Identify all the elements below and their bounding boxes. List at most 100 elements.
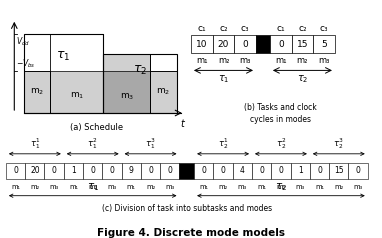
Bar bbox=[141, 163, 160, 179]
Text: m₂: m₂ bbox=[218, 56, 229, 65]
Bar bbox=[270, 35, 291, 53]
Text: c₁: c₁ bbox=[197, 25, 206, 33]
Text: 0: 0 bbox=[278, 40, 284, 49]
Bar bbox=[233, 163, 252, 179]
Text: c₃: c₃ bbox=[320, 25, 329, 33]
Text: 0: 0 bbox=[110, 166, 115, 175]
Text: (a) Schedule: (a) Schedule bbox=[70, 123, 123, 132]
Text: m₂: m₂ bbox=[219, 184, 228, 190]
Text: 10: 10 bbox=[196, 40, 207, 49]
Bar bbox=[104, 54, 150, 71]
Text: m₃: m₃ bbox=[165, 184, 175, 190]
Bar bbox=[214, 163, 233, 179]
Text: 0: 0 bbox=[52, 166, 57, 175]
Bar bbox=[271, 163, 291, 179]
Text: m₂: m₂ bbox=[88, 184, 97, 190]
Bar bbox=[121, 163, 141, 179]
Text: $\mathrm{m_2}$: $\mathrm{m_2}$ bbox=[30, 87, 44, 97]
Text: m₃: m₃ bbox=[318, 56, 330, 65]
Bar bbox=[329, 163, 348, 179]
Text: m₂: m₂ bbox=[334, 184, 343, 190]
Text: $\mathrm{m_1}$: $\mathrm{m_1}$ bbox=[70, 90, 84, 101]
Text: $-V_{bs}$: $-V_{bs}$ bbox=[16, 58, 36, 70]
Text: $\mathrm{m_3}$: $\mathrm{m_3}$ bbox=[120, 91, 134, 102]
Text: $\tau_2$: $\tau_2$ bbox=[133, 64, 147, 77]
Text: c₃: c₃ bbox=[241, 25, 249, 33]
Text: 0: 0 bbox=[259, 166, 264, 175]
Text: 20: 20 bbox=[30, 166, 40, 175]
Text: 0: 0 bbox=[167, 166, 172, 175]
Text: m₃: m₃ bbox=[353, 184, 363, 190]
Text: m₁: m₁ bbox=[127, 184, 136, 190]
Text: (c) Division of task into subtasks and modes: (c) Division of task into subtasks and m… bbox=[102, 204, 272, 213]
Text: m₃: m₃ bbox=[296, 184, 305, 190]
Text: c₁: c₁ bbox=[277, 25, 285, 33]
Bar bbox=[252, 163, 271, 179]
Text: $V_{dd}$: $V_{dd}$ bbox=[16, 35, 30, 48]
Bar bbox=[44, 163, 64, 179]
Text: 0: 0 bbox=[13, 166, 18, 175]
Bar bbox=[50, 34, 104, 113]
Text: m₂: m₂ bbox=[30, 184, 39, 190]
Text: $\tau_1^1$: $\tau_1^1$ bbox=[29, 136, 40, 151]
Text: 0: 0 bbox=[317, 166, 322, 175]
Text: $\tau_1$: $\tau_1$ bbox=[57, 50, 71, 63]
Text: c₂: c₂ bbox=[298, 25, 307, 33]
Text: m₂: m₂ bbox=[297, 56, 308, 65]
Text: $\tau_2$: $\tau_2$ bbox=[275, 181, 287, 193]
Text: $\tau_2^3$: $\tau_2^3$ bbox=[333, 136, 344, 151]
Bar bbox=[50, 34, 104, 113]
Text: 15: 15 bbox=[297, 40, 308, 49]
Text: 9: 9 bbox=[129, 166, 134, 175]
Text: (b) Tasks and clock
cycles in modes: (b) Tasks and clock cycles in modes bbox=[244, 103, 317, 124]
Bar bbox=[291, 163, 310, 179]
Bar bbox=[150, 71, 177, 113]
Text: m₃: m₃ bbox=[238, 184, 247, 190]
Text: m₃: m₃ bbox=[107, 184, 117, 190]
Text: m₂: m₂ bbox=[276, 184, 286, 190]
Text: 0: 0 bbox=[148, 166, 153, 175]
Text: 0: 0 bbox=[201, 166, 206, 175]
Text: Figure 4. Discrete mode models: Figure 4. Discrete mode models bbox=[97, 228, 285, 238]
Text: m₁: m₁ bbox=[275, 56, 286, 65]
Bar bbox=[291, 35, 313, 53]
Text: m₁: m₁ bbox=[196, 56, 207, 65]
Text: m₁: m₁ bbox=[69, 184, 78, 190]
Text: 0: 0 bbox=[356, 166, 361, 175]
Text: 0: 0 bbox=[221, 166, 225, 175]
Text: m₂: m₂ bbox=[146, 184, 155, 190]
Text: $\mathrm{m_2}$: $\mathrm{m_2}$ bbox=[156, 87, 170, 97]
Text: c₂: c₂ bbox=[219, 25, 228, 33]
Bar bbox=[102, 163, 121, 179]
Bar bbox=[104, 54, 150, 113]
Text: 1: 1 bbox=[298, 166, 303, 175]
Bar bbox=[194, 163, 214, 179]
Text: m₃: m₃ bbox=[50, 184, 59, 190]
Text: 4: 4 bbox=[240, 166, 245, 175]
Text: 1: 1 bbox=[71, 166, 76, 175]
Bar bbox=[50, 34, 104, 71]
Text: $\tau_1$: $\tau_1$ bbox=[87, 181, 99, 193]
Bar bbox=[256, 35, 270, 53]
Bar bbox=[6, 163, 25, 179]
Text: 20: 20 bbox=[218, 40, 229, 49]
Text: m₁: m₁ bbox=[257, 184, 266, 190]
Text: $\tau_1^3$: $\tau_1^3$ bbox=[145, 136, 156, 151]
Bar bbox=[160, 163, 180, 179]
Text: 0: 0 bbox=[242, 40, 248, 49]
Text: 0: 0 bbox=[90, 166, 95, 175]
Text: $\tau_1^2$: $\tau_1^2$ bbox=[87, 136, 98, 151]
Text: m₁: m₁ bbox=[199, 184, 208, 190]
Bar bbox=[313, 35, 335, 53]
Bar bbox=[213, 35, 234, 53]
Text: $t$: $t$ bbox=[180, 117, 186, 129]
Bar bbox=[180, 163, 194, 179]
Text: 15: 15 bbox=[334, 166, 343, 175]
Text: $\tau_2^2$: $\tau_2^2$ bbox=[276, 136, 286, 151]
Bar bbox=[83, 163, 102, 179]
Text: $\tau_2$: $\tau_2$ bbox=[297, 73, 308, 85]
Bar bbox=[310, 163, 329, 179]
Text: m₃: m₃ bbox=[240, 56, 251, 65]
Text: m₁: m₁ bbox=[11, 184, 20, 190]
Text: 0: 0 bbox=[278, 166, 283, 175]
